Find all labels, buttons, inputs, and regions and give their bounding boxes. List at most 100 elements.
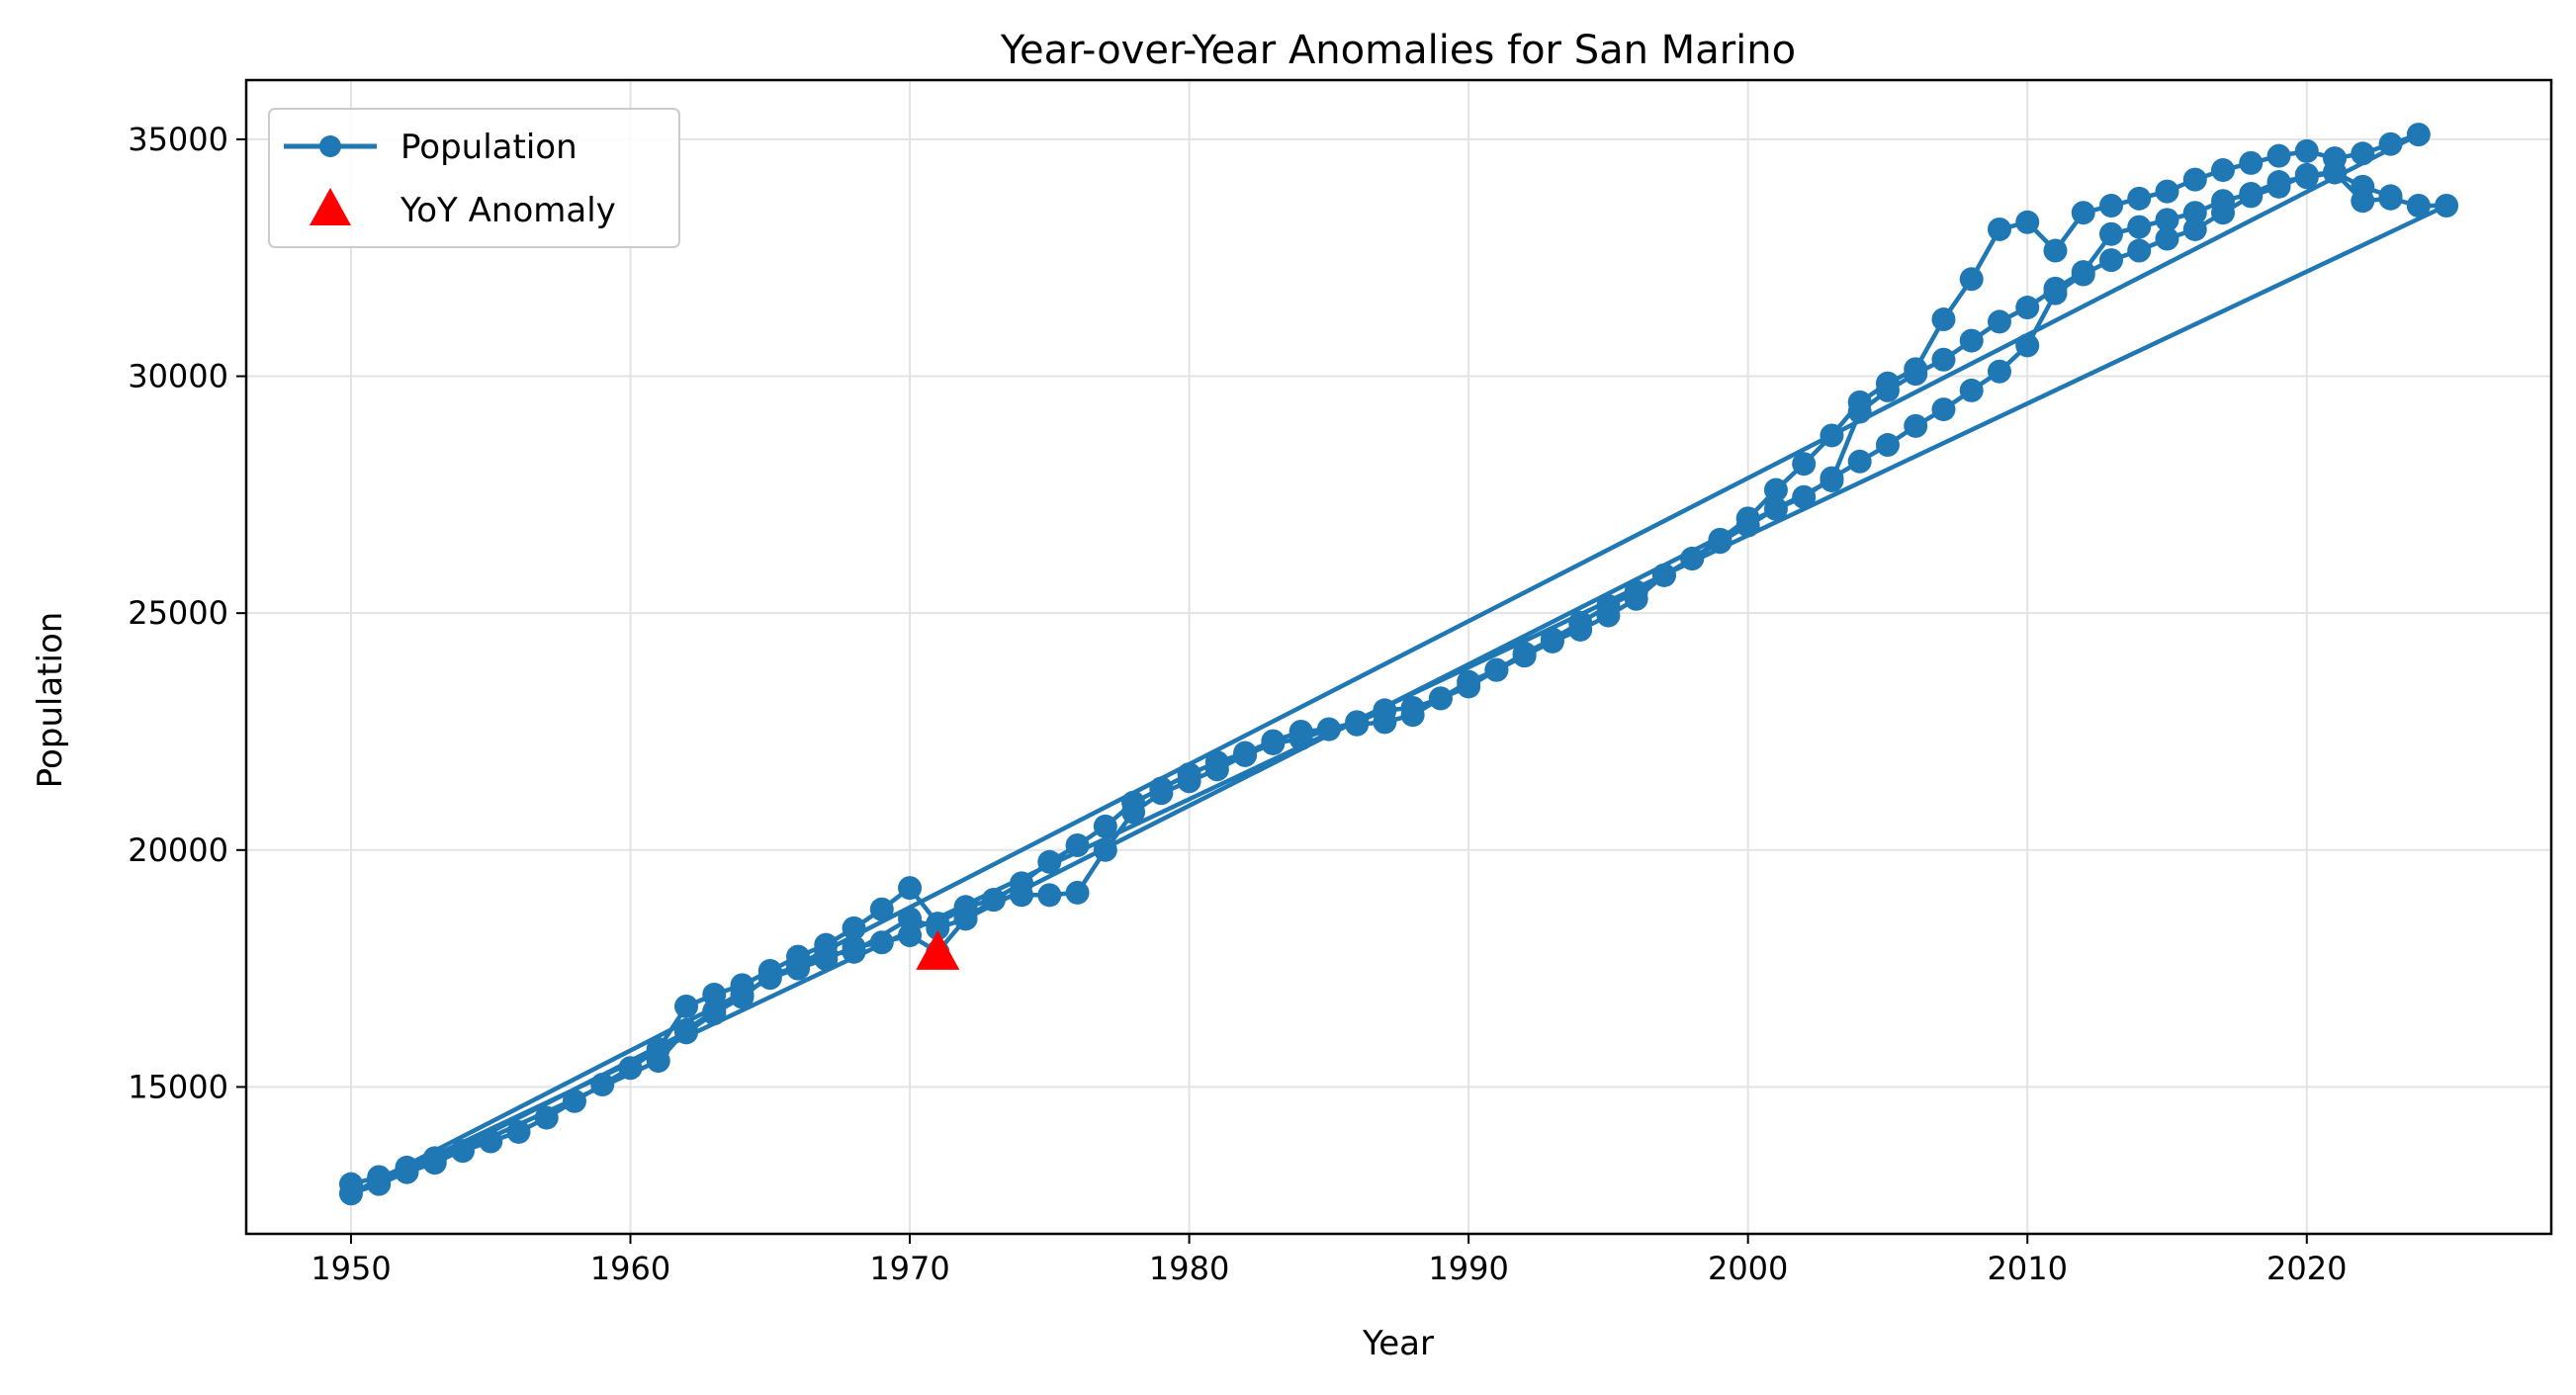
population-point bbox=[1093, 814, 1117, 838]
population-point bbox=[1959, 267, 1984, 292]
population-point bbox=[338, 1181, 363, 1206]
population-point bbox=[898, 876, 923, 901]
population-point bbox=[479, 1129, 503, 1154]
population-point bbox=[2182, 201, 2207, 225]
population-point bbox=[2351, 141, 2375, 166]
population-point bbox=[1261, 731, 1286, 755]
population-point bbox=[1457, 674, 1481, 699]
population-point bbox=[1987, 309, 2011, 334]
population-point bbox=[2323, 160, 2348, 185]
population-point bbox=[2071, 260, 2095, 285]
population-point bbox=[1904, 413, 1928, 438]
population-point bbox=[842, 915, 866, 940]
population-point bbox=[1904, 362, 1928, 387]
population-point bbox=[618, 1056, 643, 1081]
population-point bbox=[1596, 603, 1621, 628]
population-point bbox=[1680, 547, 1705, 571]
x-tick-label: 2010 bbox=[1988, 1250, 2068, 1287]
population-point bbox=[1288, 727, 1313, 751]
population-point bbox=[786, 954, 811, 979]
population-point bbox=[1959, 328, 1984, 353]
population-point bbox=[2294, 165, 2319, 190]
population-point bbox=[1875, 433, 1900, 458]
legend-circle-marker bbox=[319, 135, 341, 157]
population-point bbox=[2211, 189, 2236, 214]
y-axis-label: Population bbox=[31, 612, 70, 789]
population-point bbox=[534, 1105, 559, 1130]
x-axis-label: Year bbox=[1362, 1324, 1434, 1363]
population-point bbox=[646, 1049, 670, 1074]
population-point bbox=[450, 1139, 475, 1164]
x-tick-label: 1990 bbox=[1428, 1250, 1508, 1287]
population-point bbox=[1010, 883, 1034, 908]
population-point bbox=[2043, 276, 2068, 301]
population-point bbox=[2043, 238, 2068, 263]
population-point bbox=[1512, 644, 1537, 668]
population-point bbox=[1792, 484, 1817, 509]
population-point bbox=[1065, 833, 1090, 858]
population-point bbox=[2182, 167, 2207, 192]
population-point bbox=[1233, 742, 1258, 767]
population-point bbox=[1847, 399, 1872, 424]
population-point bbox=[814, 942, 839, 967]
population-point bbox=[1093, 837, 1117, 862]
population-point bbox=[2127, 186, 2152, 211]
population-point bbox=[926, 915, 950, 940]
population-point bbox=[953, 907, 978, 931]
population-point bbox=[2098, 194, 2123, 218]
population-point bbox=[1763, 496, 1788, 521]
population-point bbox=[395, 1158, 419, 1182]
axes: 1950 1960 1970 1980 1990 2000 2010 2020 15000 200… bbox=[128, 78, 2553, 1287]
population-point bbox=[2239, 150, 2264, 175]
population-point bbox=[2378, 184, 2403, 209]
population-point bbox=[1987, 217, 2011, 241]
population-point bbox=[2266, 170, 2291, 195]
legend-frame bbox=[268, 108, 680, 248]
legend: Population YoY Anomaly bbox=[268, 108, 680, 248]
legend-label-population: Population bbox=[400, 128, 577, 167]
population-point bbox=[422, 1148, 447, 1173]
population-point bbox=[2155, 226, 2179, 251]
population-point bbox=[2098, 248, 2123, 273]
population-point bbox=[2155, 179, 2179, 204]
population-point bbox=[1177, 769, 1201, 794]
population-point bbox=[1568, 617, 1593, 642]
population-point bbox=[1931, 347, 1956, 372]
population-point bbox=[1373, 710, 1397, 735]
x-tick-label: 2000 bbox=[1708, 1250, 1788, 1287]
population-point bbox=[2015, 210, 2040, 234]
x-tick-label: 1970 bbox=[869, 1250, 949, 1287]
legend-label-anomaly: YoY Anomaly bbox=[400, 191, 616, 230]
population-point bbox=[1987, 359, 2011, 384]
population-point bbox=[1735, 513, 1760, 538]
population-point bbox=[981, 888, 1006, 913]
population-point bbox=[1820, 468, 1844, 492]
x-tick-label: 1980 bbox=[1149, 1250, 1229, 1287]
population-point bbox=[1121, 800, 1146, 825]
population-point bbox=[730, 985, 755, 1009]
population-point bbox=[1400, 703, 1425, 728]
y-tick-label: 30000 bbox=[128, 358, 228, 395]
population-point bbox=[1037, 883, 1062, 908]
population-point bbox=[1037, 849, 1062, 874]
y-tick-label: 20000 bbox=[128, 831, 228, 869]
population-point bbox=[1316, 717, 1341, 741]
population-point bbox=[2015, 296, 2040, 320]
x-tick-label: 1950 bbox=[311, 1250, 391, 1287]
legend-triangle-marker bbox=[310, 188, 351, 225]
x-tick-label: 1960 bbox=[590, 1250, 670, 1287]
population-point bbox=[842, 939, 866, 964]
population-point bbox=[1624, 586, 1648, 611]
population-point bbox=[2378, 131, 2403, 156]
population-point bbox=[2266, 143, 2291, 168]
population-point bbox=[1847, 449, 1872, 474]
population-point bbox=[1345, 712, 1370, 737]
population-point bbox=[1149, 781, 1174, 806]
population-point bbox=[898, 923, 923, 948]
population-point bbox=[1763, 478, 1788, 502]
population-point bbox=[1792, 452, 1817, 477]
population-point bbox=[1708, 530, 1732, 555]
population-point bbox=[674, 994, 699, 1018]
